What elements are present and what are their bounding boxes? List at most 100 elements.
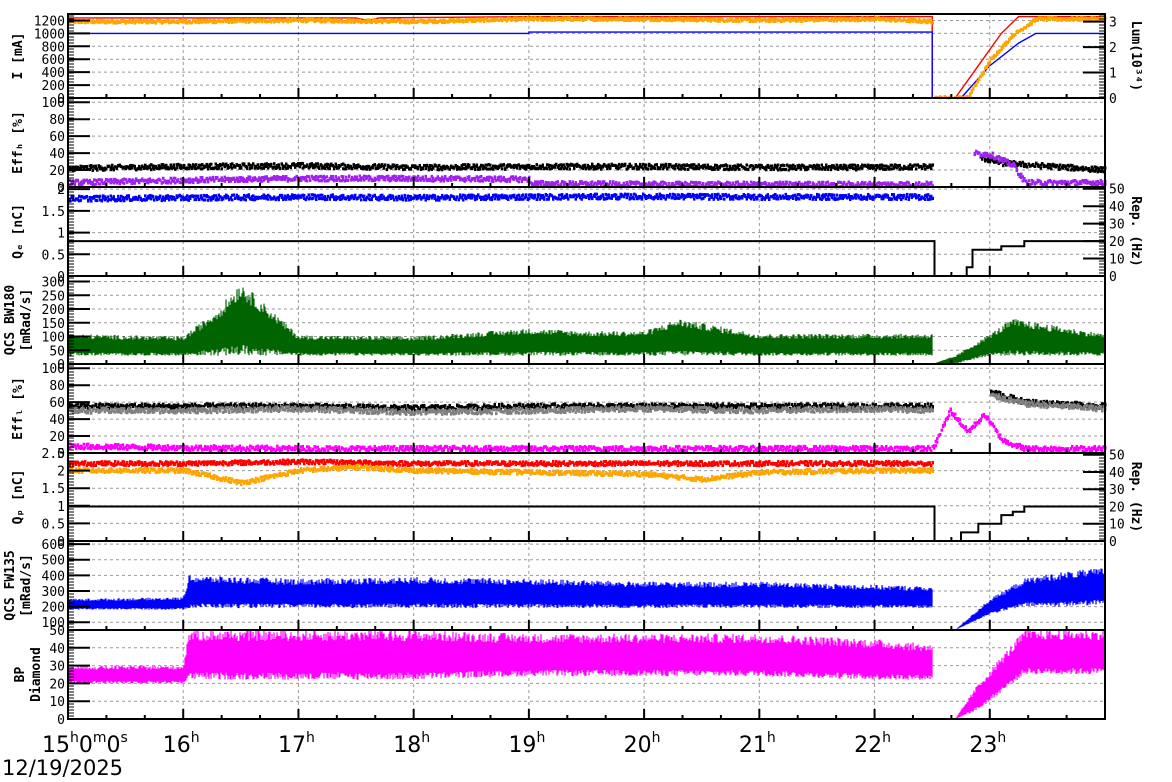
y2-tick-label: 30 <box>1109 483 1125 498</box>
y2-tick-label: 3 <box>1109 16 1117 31</box>
y-tick-label: 400 <box>42 66 65 81</box>
y-tick-label: 80 <box>49 379 65 394</box>
y2-tick-label: 0 <box>1109 535 1117 550</box>
x-tick-label: 17h <box>278 730 315 758</box>
x-tick-label: 15h0m0s <box>42 730 128 758</box>
y-tick-label: 250 <box>42 289 65 304</box>
y-tick-label: 20 <box>49 164 65 179</box>
y-axis-label-unit: [mRad/s] <box>19 554 34 617</box>
panel-eff_l: 0 20 40 60 80 100 Effₗ [%] <box>11 362 1107 462</box>
y-tick-label: 600 <box>42 53 65 68</box>
x-tick-label: 19h <box>508 730 545 758</box>
x-tick-label: 22h <box>854 730 891 758</box>
y-tick-label: 300 <box>42 276 65 291</box>
series-her-current <box>68 15 1105 99</box>
series-effl-gray <box>69 392 1107 417</box>
y-axis-label-unit: [mRad/s] <box>19 289 34 352</box>
y-axis-label: Effₕ [%] <box>11 111 26 174</box>
y2-tick-label: 0 <box>1109 270 1117 285</box>
y-tick-label: 0 <box>57 92 65 107</box>
y2-tick-label: 20 <box>1109 500 1125 515</box>
y-tick-label: 0 <box>57 181 65 196</box>
y-tick-label: 100 <box>42 616 65 631</box>
y-tick-label: 0 <box>57 713 65 728</box>
y-tick-label: 0 <box>57 535 65 550</box>
y-tick-label: 600 <box>42 538 65 553</box>
y-tick-label: 2 <box>57 465 65 480</box>
y-tick-label: 1000 <box>34 27 65 42</box>
y-tick-label: 1.5 <box>42 205 65 220</box>
y-axis-label-2: Diamond <box>29 647 44 702</box>
y-tick-label: 1 <box>57 227 65 242</box>
series-effh-purple <box>69 149 1107 189</box>
x-tick-label: 16h <box>163 730 200 758</box>
x-tick-label: 23h <box>969 730 1006 758</box>
y-tick-label: 30 <box>49 660 65 675</box>
y-tick-label: 80 <box>49 113 65 128</box>
series-qcs-fw135 <box>68 568 1105 630</box>
y-tick-label: 2.5 <box>42 447 65 462</box>
y2-tick-label: 40 <box>1109 466 1125 481</box>
y-axis-label: Qₑ [nC] <box>11 204 26 259</box>
y-tick-label: 40 <box>49 147 65 162</box>
y-tick-label: 0 <box>57 447 65 462</box>
y2-tick-label: 10 <box>1109 518 1125 533</box>
panel-eff_h: 0 20 40 60 80 100 Effₕ [%] <box>11 96 1107 196</box>
x-axis: 15h0m0s 16h 17h 18h 19h 20h 21h 22h 23h <box>42 730 1006 758</box>
y-tick-label: 40 <box>49 413 65 428</box>
y-tick-label: 150 <box>42 317 65 332</box>
y2-tick-label: 20 <box>1109 235 1125 250</box>
y-tick-label: 0.5 <box>42 517 65 532</box>
series-bp-diamond <box>68 630 1105 719</box>
y2-tick-label: 50 <box>1109 183 1125 198</box>
y-tick-label: 100 <box>42 96 65 111</box>
y-tick-label: 2 <box>57 183 65 198</box>
y-axis-label: Qₚ [nC] <box>11 470 26 525</box>
x-tick-label: 21h <box>739 730 776 758</box>
y-tick-label: 60 <box>49 396 65 411</box>
y-tick-label: 400 <box>42 569 65 584</box>
y2-axis-label: Rep. (Hz) <box>1128 462 1143 532</box>
y2-tick-label: 2 <box>1109 41 1117 56</box>
series-effl-magenta <box>69 407 1107 453</box>
series-luminosity <box>69 16 1107 100</box>
y2-tick-label: 40 <box>1109 200 1125 215</box>
y2-axis-label: Lum(10³⁴) <box>1128 21 1143 91</box>
series-rep-rate <box>68 240 1105 277</box>
y2-tick-label: 50 <box>1109 449 1125 464</box>
y-tick-label: 200 <box>42 79 65 94</box>
y-tick-label: 40 <box>49 642 65 657</box>
y-tick-label: 800 <box>42 40 65 55</box>
y-tick-label: 20 <box>49 677 65 692</box>
series-ler-current <box>68 31 1105 99</box>
y2-tick-label: 30 <box>1109 218 1125 233</box>
y2-tick-label: 1 <box>1109 67 1117 82</box>
y-tick-label: 1.5 <box>42 482 65 497</box>
series-qcs-bw180 <box>68 287 1105 364</box>
x-tick-label: 18h <box>393 730 430 758</box>
y2-tick-label: 0 <box>1109 92 1117 107</box>
y-tick-label: 10 <box>49 695 65 710</box>
series-qp-orange <box>69 463 934 487</box>
y-tick-label: 100 <box>42 331 65 346</box>
y-axis-label: QCS BW180 <box>3 285 18 356</box>
y-tick-label: 0.5 <box>42 248 65 263</box>
y-tick-label: 200 <box>42 601 65 616</box>
y-axis-label: Effₗ [%] <box>11 377 26 440</box>
y-tick-label: 300 <box>42 585 65 600</box>
y2-tick-label: 10 <box>1109 253 1125 268</box>
series-qp-red <box>69 458 934 468</box>
series-effh-black <box>69 154 1107 174</box>
y-axis-label: BP <box>13 667 28 683</box>
date-label: 12/19/2025 <box>2 756 124 780</box>
y-tick-label: 100 <box>42 362 65 377</box>
y-axis-label: I [mA] <box>11 33 26 80</box>
y-tick-label: 500 <box>42 554 65 569</box>
y-tick-label: 0 <box>57 270 65 285</box>
